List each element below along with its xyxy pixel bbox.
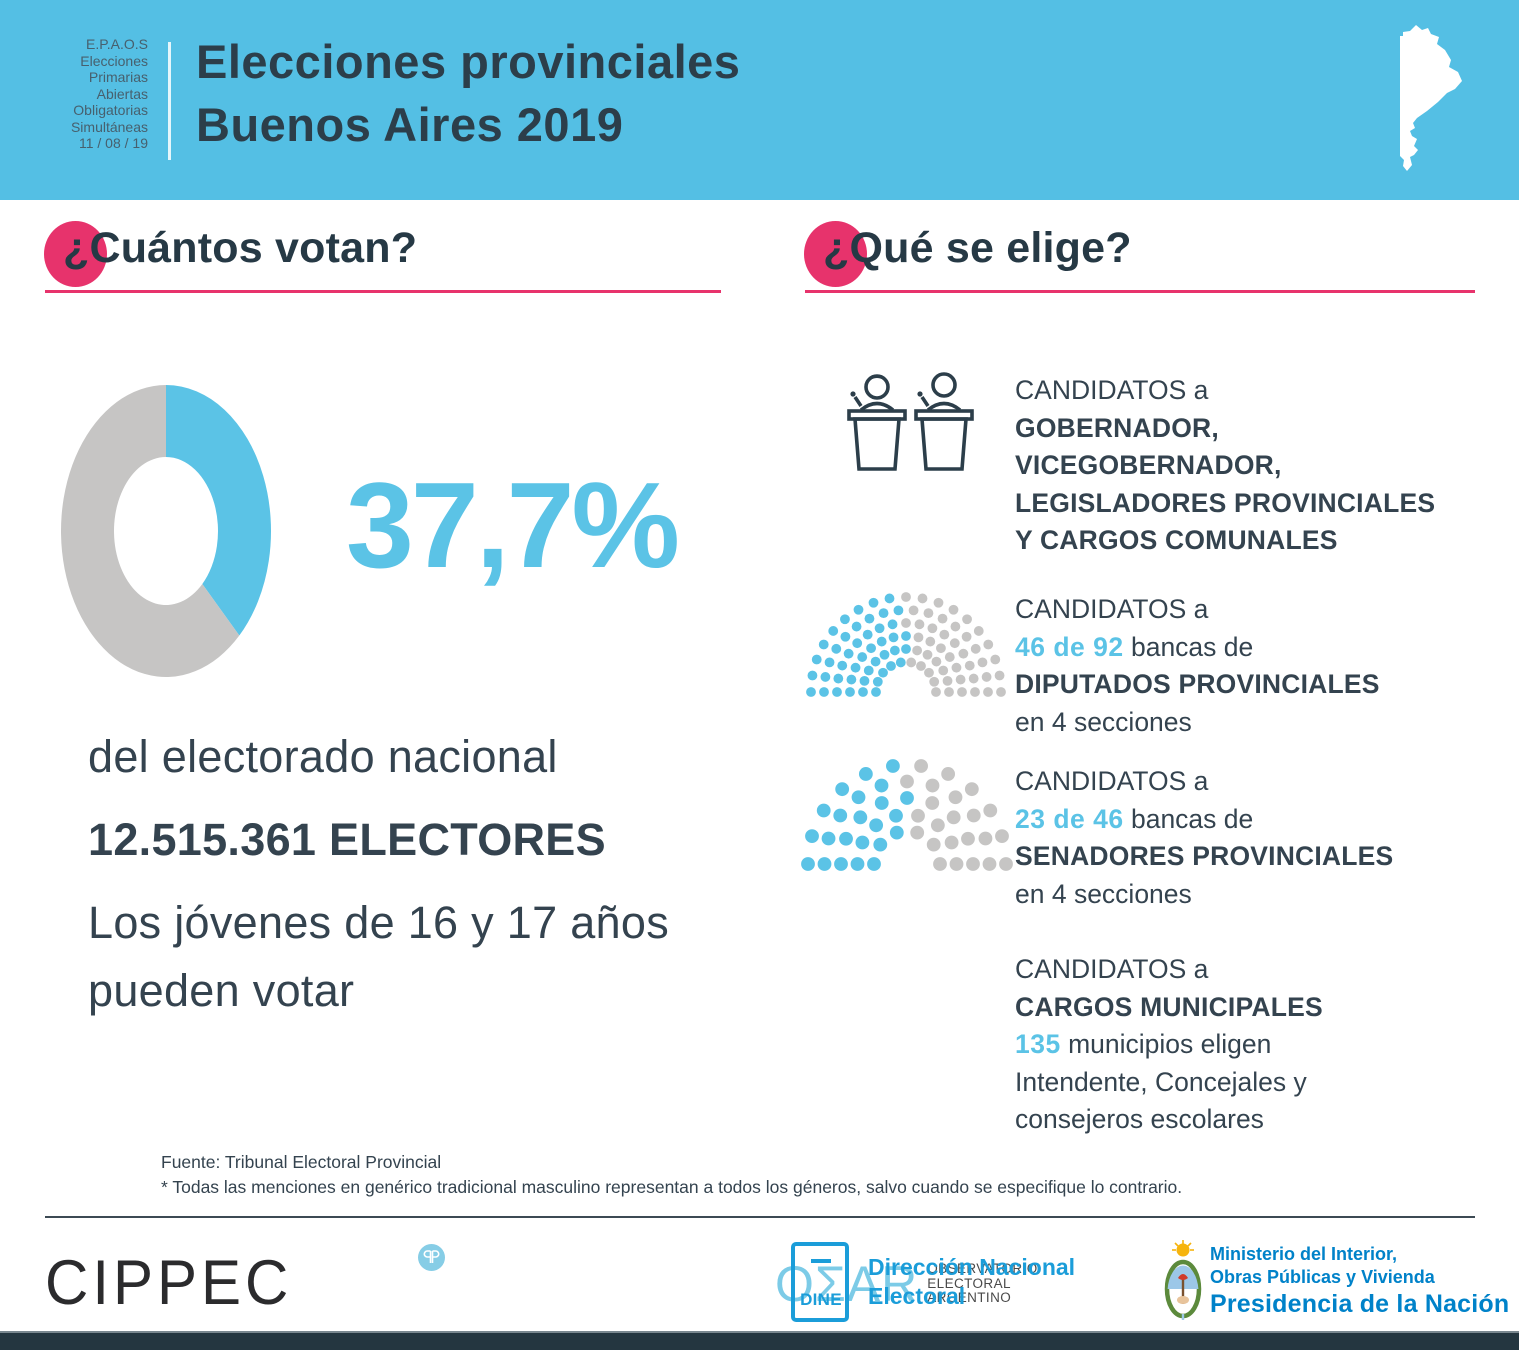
podium-speakers-icon bbox=[847, 372, 974, 471]
footnotes-block: Fuente: Tribunal Electoral Provincial * … bbox=[161, 1150, 1182, 1200]
epaos-block: E.P.A.O.S Elecciones Primarias Abiertas … bbox=[0, 36, 148, 152]
dine-text-line: Electoral bbox=[868, 1283, 966, 1309]
candidatos-prefix: CANDIDATOS a bbox=[1015, 375, 1209, 405]
presidencia-line: Presidencia de la Nación bbox=[1210, 1290, 1510, 1318]
question-accent-dot bbox=[44, 221, 107, 287]
youth-vote-line2: pueden votar bbox=[88, 965, 355, 1016]
bancas-rest: bancas de bbox=[1123, 803, 1254, 834]
header-divider bbox=[168, 42, 171, 160]
diputados-parliament-chart bbox=[806, 592, 1006, 697]
right-heading-rule bbox=[805, 290, 1475, 293]
secciones-line: en 4 secciones bbox=[1015, 706, 1192, 737]
elige-item-diputados: CANDIDATOS a 46 de 92 bancas de DIPUTADO… bbox=[1015, 591, 1380, 741]
bancas-highlight: 23 de 46 bbox=[1015, 803, 1124, 834]
dine-logo-dash bbox=[811, 1259, 831, 1263]
ministry-line: Ministerio del Interior, bbox=[1210, 1244, 1398, 1264]
cargo-line: CARGOS MUNICIPALES bbox=[1015, 991, 1323, 1022]
epaos-line: Abiertas bbox=[96, 85, 148, 102]
right-section-heading: ¿Qué se elige? bbox=[823, 224, 1132, 272]
secciones-line: en 4 secciones bbox=[1015, 878, 1192, 909]
elige-item-senadores: CANDIDATOS a 23 de 46 bancas de SENADORE… bbox=[1015, 763, 1393, 913]
oear-caption-line: ELECTORAL bbox=[927, 1275, 1011, 1291]
header-banner: E.P.A.O.S Elecciones Primarias Abiertas … bbox=[0, 0, 1519, 200]
epaos-line: E.P.A.O.S bbox=[86, 36, 148, 52]
bottom-bar bbox=[0, 1331, 1519, 1350]
turnout-donut-chart bbox=[61, 385, 272, 677]
candidatos-prefix: CANDIDATOS a bbox=[1015, 594, 1209, 624]
ministry-logo-text: Ministerio del Interior, Obras Públicas … bbox=[1210, 1243, 1509, 1320]
left-section-heading: ¿Cuántos votan? bbox=[63, 224, 418, 272]
elige-item-municipales: CANDIDATOS a CARGOS MUNICIPALES 135 muni… bbox=[1015, 951, 1323, 1139]
electorate-text-block: del electorado nacional 12.515.361 ELECT… bbox=[88, 731, 669, 1017]
left-heading-rule bbox=[45, 290, 721, 293]
page-title-line2: Buenos Aires 2019 bbox=[196, 98, 624, 151]
cargo-line: LEGISLADORES PROVINCIALES bbox=[1015, 487, 1436, 518]
page-title-line1: Elecciones provinciales bbox=[196, 35, 741, 88]
municipales-line: Intendente, Concejales y bbox=[1015, 1066, 1307, 1097]
epaos-line: 11 / 08 / 19 bbox=[78, 135, 148, 151]
turnout-percentage: 37,7% bbox=[346, 457, 680, 593]
oear-caption-line: OBSERVATORIO bbox=[927, 1261, 1038, 1277]
dine-logo-icon: DINE bbox=[791, 1242, 849, 1322]
epaos-line: Primarias bbox=[88, 69, 148, 85]
dine-logo-text: Dirección Nacional Electoral bbox=[868, 1253, 1075, 1311]
cargo-line: Y CARGOS COMUNALES bbox=[1015, 525, 1338, 555]
oear-caption-line: ARGENTINO bbox=[927, 1290, 1012, 1306]
oear-logo-caption: OBSERVATORIO ELECTORAL ARGENTINO bbox=[927, 1262, 1037, 1306]
electorate-line: del electorado nacional bbox=[88, 731, 558, 782]
candidatos-prefix: CANDIDATOS a bbox=[1015, 766, 1209, 796]
bancas-rest: bancas de bbox=[1123, 631, 1254, 662]
footer-divider bbox=[45, 1216, 1475, 1218]
epaos-line: Elecciones bbox=[80, 52, 148, 69]
gender-note: * Todas las menciones en genérico tradic… bbox=[161, 1177, 1183, 1197]
bancas-highlight: 46 de 92 bbox=[1015, 631, 1124, 662]
municipios-highlight: 135 bbox=[1015, 1029, 1061, 1059]
municipales-line: consejeros escolares bbox=[1015, 1104, 1264, 1134]
page-title: Elecciones provinciales Buenos Aires 201… bbox=[196, 30, 740, 156]
source-note: Fuente: Tribunal Electoral Provincial bbox=[161, 1152, 442, 1172]
epaos-line: Simultáneas bbox=[70, 118, 148, 135]
electores-count: 12.515.361 ELECTORES bbox=[88, 814, 606, 865]
dine-text-line: Dirección Nacional bbox=[868, 1254, 1076, 1280]
argentina-coat-of-arms-icon bbox=[1164, 1240, 1202, 1320]
municipios-rest: municipios eligen bbox=[1060, 1029, 1272, 1059]
candidatos-prefix: CANDIDATOS a bbox=[1015, 954, 1209, 984]
dine-logo-word: DINE bbox=[800, 1290, 842, 1309]
cargo-line: VICEGOBERNADOR, bbox=[1015, 450, 1282, 480]
elige-item-gobernador: CANDIDATOS a GOBERNADOR, VICEGOBERNADOR,… bbox=[1015, 372, 1435, 560]
senadores-parliament-chart bbox=[801, 759, 1013, 871]
cargo-line: DIPUTADOS PROVINCIALES bbox=[1015, 669, 1380, 699]
epaos-line: Obligatorias bbox=[73, 102, 148, 118]
cargo-line: SENADORES PROVINCIALES bbox=[1015, 841, 1394, 871]
buenos-aires-province-map-icon bbox=[1400, 25, 1462, 171]
ministry-line: Obras Públicas y Vivienda bbox=[1210, 1267, 1435, 1287]
cargo-line: GOBERNADOR, bbox=[1015, 412, 1219, 443]
youth-vote-line1: Los jóvenes de 16 y 17 años bbox=[88, 897, 670, 948]
question-accent-dot bbox=[804, 221, 867, 287]
cippec-logo: CIPPEC bbox=[45, 1247, 293, 1318]
cippec-logo-bubble-icon bbox=[418, 1244, 445, 1271]
